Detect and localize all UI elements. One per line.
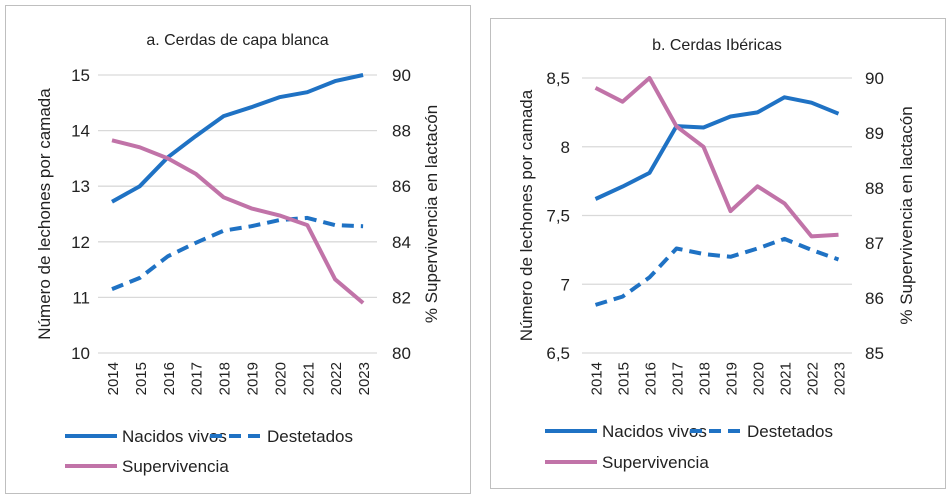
legend-label: Nacidos vivos [122,427,227,446]
legend-label: Destetados [267,427,353,446]
chart-border [5,5,471,494]
y-tick-label: 11 [72,288,90,307]
chart-title: b. Cerdas Ibéricas [652,37,782,54]
x-tick-label: 2023 [356,362,373,395]
y2-tick-label: 86 [865,289,884,308]
x-tick-label: 2017 [670,362,687,395]
y-tick-label: 12 [71,233,90,252]
x-tick-label: 2022 [805,362,822,395]
y2-tick-label: 87 [865,234,884,253]
x-tick-label: 2020 [751,362,768,395]
x-tick-label: 2017 [189,362,206,395]
y-tick-label: 15 [71,66,90,85]
x-tick-label: 2015 [616,362,633,395]
x-tick-label: 2019 [724,362,741,395]
series-line-nacidos-vivos [594,95,840,201]
x-tick-label: 2022 [328,362,345,395]
y2-tick-label: 86 [392,177,411,196]
series-line-nacidos-vivos [111,73,364,204]
y2-tick-label: 88 [865,179,884,198]
y-axis-label: Número de lechones por camada [35,88,54,340]
x-tick-label: 2018 [697,362,714,395]
x-tick-label: 2018 [217,362,234,395]
legend-label: Supervivencia [602,453,709,472]
series-line-destetados [111,215,364,291]
y2-tick-label: 88 [392,122,411,141]
y-tick-label: 10 [71,344,90,363]
series-line-supervivencia [594,76,839,239]
x-tick-label: 2016 [643,362,660,395]
y-tick-label: 6,5 [546,344,570,363]
y-tick-label: 14 [71,122,90,141]
x-tick-label: 2021 [778,362,795,395]
chart-title: a. Cerdas de capa blanca [146,32,328,49]
y-tick-label: 8 [561,138,570,157]
y2-axis-label: % Supervivencia en lactacón [897,106,916,324]
y2-tick-label: 85 [865,344,884,363]
y-tick-label: 8,5 [546,69,570,88]
y2-axis-label: % Supervivencia en lactacón [422,105,441,323]
x-tick-label: 2021 [300,362,317,395]
x-tick-label: 2016 [161,362,178,395]
series-line-destetados [594,236,840,307]
y2-tick-label: 80 [392,344,411,363]
chart-panel-a: a. Cerdas de capa blanca 10 11 12 13 14 15 80 82… [5,5,471,494]
series-line-supervivencia [111,138,365,305]
x-tick-label: 2014 [589,362,606,395]
y-tick-label: 13 [71,177,90,196]
x-tick-label: 2019 [244,362,261,395]
legend-label: Nacidos vivos [602,422,707,441]
x-tick-label: 2015 [133,362,150,395]
y2-tick-label: 90 [865,69,884,88]
x-tick-label: 2023 [832,362,849,395]
legend-label: Supervivencia [122,457,229,476]
y2-tick-label: 84 [392,233,411,252]
y-tick-label: 7,5 [546,207,570,226]
x-tick-label: 2020 [272,362,289,395]
y2-tick-label: 82 [392,288,411,307]
x-tick-label: 2014 [105,362,122,395]
y-axis-label: Número de lechones por camada [517,89,536,341]
y-tick-label: 7 [561,275,570,294]
y2-tick-label: 89 [865,124,884,143]
y2-tick-label: 90 [392,66,411,85]
legend-label: Destetados [747,422,833,441]
chart-panel-b: b. Cerdas Ibéricas 6,5 7 7,5 8 8,5 85 86 87 88 89 9… [490,18,946,489]
